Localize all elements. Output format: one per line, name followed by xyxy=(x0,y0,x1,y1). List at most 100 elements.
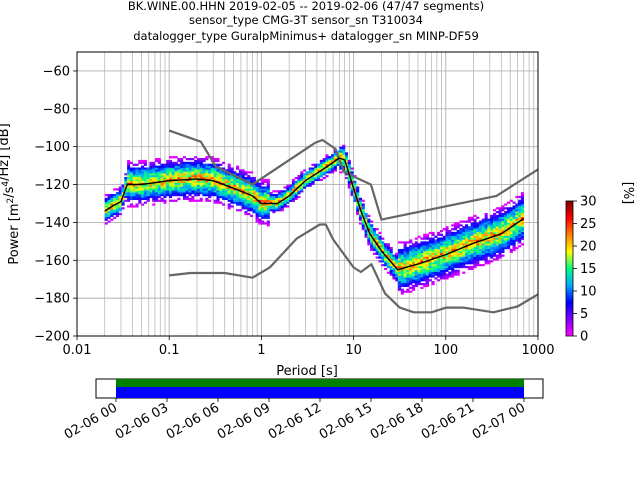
heatmap-cell xyxy=(515,224,519,227)
heatmap-cell xyxy=(233,178,237,182)
heatmap-cell xyxy=(157,159,161,163)
heatmap-cell xyxy=(244,188,248,191)
heatmap-cell xyxy=(269,199,273,202)
heatmap-cell xyxy=(339,152,343,155)
heatmap-cell xyxy=(129,184,133,187)
heatmap-cell xyxy=(509,222,513,225)
heatmap-cell xyxy=(258,222,262,225)
heatmap-cell xyxy=(428,247,432,250)
heatmap-cell xyxy=(381,247,385,250)
heatmap-cell xyxy=(160,184,164,187)
heatmap-cell xyxy=(177,192,181,195)
heatmap-cell xyxy=(230,182,234,185)
heatmap-cell xyxy=(434,260,438,263)
heatmap-cell xyxy=(459,252,463,255)
heatmap-cell xyxy=(115,214,120,218)
heatmap-cell xyxy=(411,277,416,280)
heatmap-cell xyxy=(431,239,435,242)
heatmap-cell xyxy=(509,212,513,216)
heatmap-cell xyxy=(445,235,449,238)
heatmap-cell xyxy=(437,273,441,276)
heatmap-cell xyxy=(317,163,321,166)
heatmap-cell xyxy=(269,195,273,199)
heatmap-cell xyxy=(286,190,290,193)
heatmap-cell xyxy=(417,254,421,257)
heatmap-cell xyxy=(484,247,488,250)
heatmap-cell xyxy=(124,180,128,183)
heatmap-cell xyxy=(518,228,522,231)
heatmap-cell xyxy=(389,267,393,271)
heatmap-cell xyxy=(372,248,376,252)
heatmap-cell xyxy=(249,190,254,193)
heatmap-cell xyxy=(479,229,483,233)
heatmap-cell xyxy=(291,180,295,183)
heatmap-cell xyxy=(518,241,522,244)
heatmap-cell xyxy=(129,171,133,174)
heatmap-cell xyxy=(283,190,287,193)
heatmap-cell xyxy=(163,171,167,174)
heatmap-cell xyxy=(244,205,248,208)
heatmap-cell xyxy=(425,252,430,255)
heatmap-cell xyxy=(241,197,245,200)
heatmap-cell xyxy=(247,192,251,195)
heatmap-cell xyxy=(171,171,175,174)
heatmap-cell xyxy=(157,173,161,176)
heatmap-cell xyxy=(261,216,265,219)
heatmap-cell xyxy=(398,254,402,257)
heatmap-cell xyxy=(336,161,340,165)
heatmap-cell xyxy=(138,195,142,199)
heatmap-cell xyxy=(515,247,519,250)
heatmap-cell xyxy=(501,247,505,250)
heatmap-cell xyxy=(182,175,187,178)
heatmap-cell xyxy=(515,220,519,223)
heatmap-cell xyxy=(303,169,307,172)
heatmap-cell xyxy=(297,190,301,193)
heatmap-cell xyxy=(132,171,136,174)
heatmap-cell xyxy=(389,254,393,257)
heatmap-cell xyxy=(191,158,195,161)
heatmap-cell xyxy=(515,209,519,212)
heatmap-cell xyxy=(409,245,413,248)
heatmap-cell xyxy=(241,194,245,197)
heatmap-cell xyxy=(208,169,212,172)
y-tick-label: −140 xyxy=(34,216,70,231)
heatmap-cell xyxy=(420,273,424,276)
heatmap-cell xyxy=(481,220,485,223)
heatmap-cell xyxy=(166,194,170,197)
heatmap-cell xyxy=(180,169,184,172)
heatmap-cell xyxy=(224,195,228,199)
heatmap-cell xyxy=(476,248,480,252)
heatmap-cell xyxy=(202,192,206,195)
heatmap-cell xyxy=(451,224,455,227)
heatmap-cell xyxy=(143,178,147,182)
heatmap-cell xyxy=(512,212,516,216)
heatmap-cell xyxy=(202,182,206,185)
heatmap-cell xyxy=(146,190,150,193)
heatmap-cell xyxy=(261,188,265,191)
heatmap-cell xyxy=(205,190,209,193)
heatmap-cell xyxy=(311,167,315,170)
heatmap-cell xyxy=(487,235,491,238)
heatmap-cell xyxy=(350,171,354,174)
heatmap-cell xyxy=(266,192,270,195)
heatmap-cell xyxy=(400,256,404,259)
heatmap-cell xyxy=(300,186,304,189)
heatmap-cell xyxy=(512,218,516,221)
heatmap-cell xyxy=(423,282,427,286)
heatmap-cell xyxy=(263,209,268,212)
heatmap-cell xyxy=(428,241,432,244)
heatmap-cell xyxy=(453,235,457,238)
heatmap-cell xyxy=(428,237,432,240)
heatmap-cell xyxy=(244,171,248,174)
heatmap-cell xyxy=(506,220,511,223)
heatmap-cell xyxy=(171,161,175,165)
heatmap-cell xyxy=(364,226,368,229)
heatmap-cell xyxy=(506,211,511,214)
heatmap-cell xyxy=(249,197,254,200)
heatmap-cell xyxy=(263,192,268,195)
heatmap-cell xyxy=(208,194,212,197)
heatmap-cell xyxy=(420,260,424,263)
heatmap-cell xyxy=(163,190,167,193)
heatmap-cell xyxy=(174,169,178,172)
heatmap-cell xyxy=(386,243,390,246)
